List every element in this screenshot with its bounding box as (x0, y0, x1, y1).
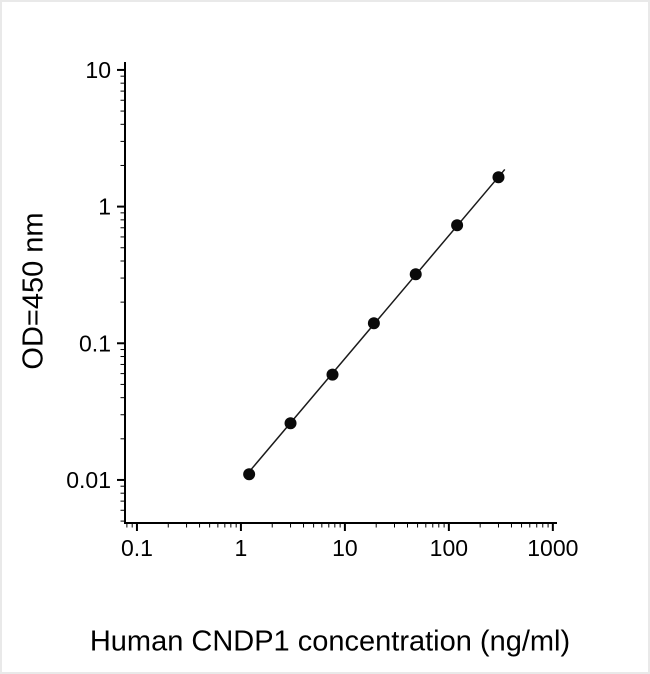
data-point (243, 468, 256, 481)
x-axis-title: Human CNDP1 concentration (ng/ml) (89, 625, 571, 658)
data-point (284, 417, 297, 430)
data-point (409, 268, 422, 281)
x-tick-label: 100 (430, 535, 468, 561)
data-point (451, 219, 464, 232)
x-tick-label: 0.1 (121, 535, 153, 561)
data-point (326, 368, 339, 381)
x-tick-label: 1 (235, 535, 248, 561)
y-tick-label: 0.1 (79, 330, 111, 356)
y-tick-label: 1 (98, 194, 111, 220)
y-tick-label: 0.01 (66, 467, 111, 493)
data-point (492, 171, 505, 184)
x-tick-label: 1000 (527, 535, 578, 561)
x-tick-label: 10 (332, 535, 358, 561)
y-tick-label: 10 (85, 57, 111, 83)
data-point (367, 317, 380, 330)
y-axis-title: OD=450 nm (17, 212, 50, 370)
